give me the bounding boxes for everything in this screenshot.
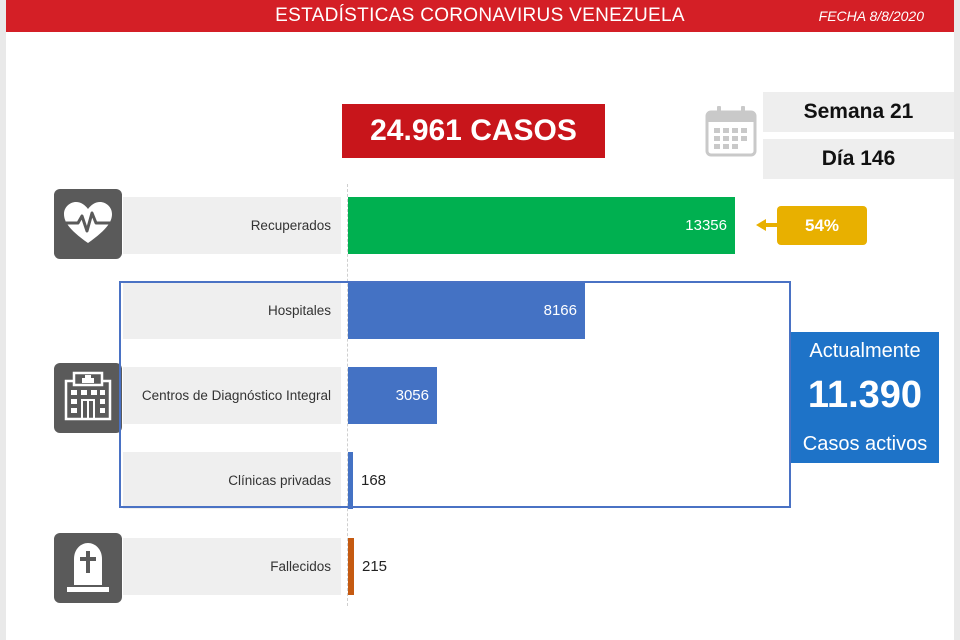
header-bar: ESTADÍSTICAS CORONAVIRUS VENEZUELA FECHA… <box>6 0 954 32</box>
week-indicator: Semana 21 <box>763 92 954 132</box>
category-label-cdi: Centros de Diagnóstico Integral <box>123 367 341 424</box>
category-label-recuperados: Recuperados <box>123 197 341 254</box>
category-label-clinicas: Clínicas privadas <box>123 452 341 509</box>
bar-value-label-recuperados: 13356 <box>685 217 727 234</box>
calendar-icon <box>705 106 757 157</box>
category-label-fallecidos: Fallecidos <box>123 538 341 595</box>
active-cases-label-bottom: Casos activos <box>802 433 928 455</box>
page-title: ESTADÍSTICAS CORONAVIRUS VENEZUELA <box>275 5 685 26</box>
bar-value-label-clinicas: 168 <box>361 472 387 489</box>
bar-cdi <box>348 367 437 424</box>
bar-fallecidos <box>348 538 354 595</box>
arrow-left-icon <box>756 219 784 231</box>
bar-hospitales <box>348 282 585 339</box>
hospital-building-icon <box>54 363 122 433</box>
category-label-hospitales: Hospitales <box>123 282 341 339</box>
heart-pulse-icon <box>54 189 122 259</box>
bar-value-label-cdi: 3056 <box>395 387 429 404</box>
bar-value-label-hospitales: 8166 <box>543 302 577 319</box>
active-cases-value: 11.390 <box>807 374 923 416</box>
day-indicator: Día 146 <box>763 139 954 179</box>
active-cases-frame <box>119 281 791 508</box>
infographic-page: ESTADÍSTICAS CORONAVIRUS VENEZUELA FECHA… <box>6 0 954 640</box>
bar-recuperados <box>348 197 735 254</box>
report-date: FECHA 8/8/2020 <box>818 8 924 24</box>
total-cases-badge: 24.961 CASOS <box>342 104 605 158</box>
chart-baseline <box>347 184 348 606</box>
active-cases-panel: Actualmente 11.390 Casos activos <box>791 332 939 463</box>
bar-clinicas <box>348 452 353 509</box>
tombstone-cross-icon <box>54 533 122 603</box>
active-cases-label-top: Actualmente <box>809 340 921 362</box>
bar-value-label-fallecidos: 215 <box>362 558 388 575</box>
recovered-percent-badge: 54% <box>777 206 867 245</box>
